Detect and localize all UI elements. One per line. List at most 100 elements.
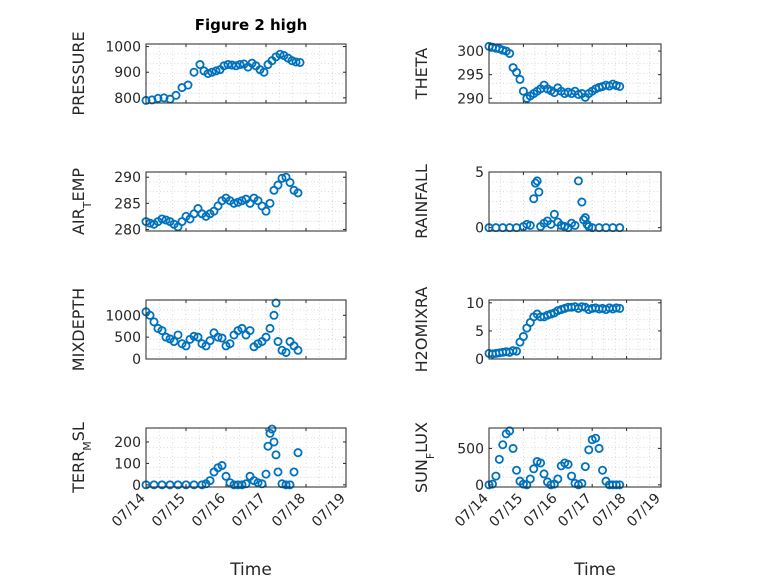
x-axis-label-left: Time <box>229 560 272 580</box>
y-tick-label: 0 <box>475 352 484 368</box>
data-point <box>491 471 501 481</box>
data-point <box>275 49 285 59</box>
data-point <box>205 476 215 486</box>
data-point <box>291 57 301 67</box>
data-point <box>205 336 215 346</box>
data-point <box>229 198 239 208</box>
data-point <box>539 469 549 479</box>
data-point <box>525 474 535 484</box>
y-axis-label: AIRTEMP <box>69 168 94 235</box>
data-point <box>149 317 159 327</box>
data-point <box>265 428 275 438</box>
data-point <box>269 437 279 447</box>
data-point <box>567 471 577 481</box>
data-point <box>237 480 247 490</box>
y-tick-label: 900 <box>114 65 141 81</box>
data-point <box>193 332 203 342</box>
x-axis-label-right: Time <box>573 560 616 580</box>
data-point <box>231 61 241 71</box>
data-point <box>169 337 179 347</box>
data-point <box>273 337 283 347</box>
data-point <box>529 464 539 474</box>
y-tick-label: 285 <box>114 196 141 212</box>
data-point <box>508 346 518 356</box>
data-point <box>512 465 522 475</box>
axes-box <box>488 171 662 232</box>
data-point <box>285 177 295 187</box>
subplot-5: 0 500 1000 MIXDEPTH <box>69 288 347 371</box>
subplot-3: 280 285 290 AIRTEMP <box>69 168 347 238</box>
subplot-4: 0 5 RAINFALL <box>412 164 662 239</box>
data-point <box>615 81 625 91</box>
data-point <box>213 332 223 342</box>
data-point <box>505 426 515 436</box>
y-tick-label: 1000 <box>105 40 141 56</box>
data-point <box>183 80 193 90</box>
data-point <box>277 173 287 183</box>
data-point <box>295 57 305 67</box>
data-point <box>591 433 601 443</box>
data-point <box>594 443 604 453</box>
axes-box <box>145 43 347 104</box>
axes-box <box>488 43 662 104</box>
axes-box <box>488 427 662 488</box>
data-point <box>563 459 573 469</box>
data-point <box>598 465 608 475</box>
data-point <box>573 176 583 186</box>
data-point <box>211 66 221 76</box>
data-point <box>195 60 205 70</box>
data-point <box>577 197 587 207</box>
data-point <box>615 480 625 490</box>
data-point <box>515 74 525 84</box>
y-tick-label: 800 <box>114 91 141 107</box>
data-point <box>273 467 283 477</box>
y-tick-label: 1000 <box>105 308 141 324</box>
data-point <box>529 194 539 204</box>
data-point <box>237 323 247 333</box>
axes-box <box>145 427 347 488</box>
y-tick-label: 0 <box>132 478 141 494</box>
data-point <box>293 188 303 198</box>
axes-box <box>145 299 347 360</box>
data-point <box>159 93 169 103</box>
data-point <box>253 478 263 488</box>
data-point <box>259 67 269 77</box>
data-point <box>225 339 235 349</box>
data-point <box>267 424 277 434</box>
data-point <box>505 48 515 58</box>
data-point <box>271 450 281 460</box>
y-tick-label: 500 <box>457 441 484 457</box>
data-point <box>518 86 528 96</box>
data-point <box>233 480 243 490</box>
data-point <box>235 60 245 70</box>
data-point <box>265 323 275 333</box>
y-tick-label: 10 <box>466 296 484 312</box>
data-point <box>181 341 191 351</box>
y-tick-label: 0 <box>475 478 484 494</box>
y-tick-label: 5 <box>475 165 484 181</box>
y-axis-label: MIXDEPTH <box>69 288 88 371</box>
data-point <box>207 67 217 77</box>
data-point <box>189 331 199 341</box>
y-tick-label: 5 <box>475 324 484 340</box>
figure-title: Figure 2 high <box>195 16 308 34</box>
data-point <box>611 303 621 313</box>
data-point <box>261 206 271 216</box>
data-point <box>217 333 227 343</box>
y-tick-label: 0 <box>132 352 141 368</box>
data-point <box>173 330 183 340</box>
data-point <box>271 298 281 308</box>
y-tick-label: 100 <box>114 456 141 472</box>
data-point <box>549 209 559 219</box>
data-point <box>611 480 621 490</box>
axes-box <box>145 171 347 232</box>
data-point <box>197 480 207 490</box>
data-point <box>534 187 544 197</box>
y-axis-label: THETA <box>412 48 431 100</box>
plot-area <box>146 44 346 103</box>
data-point <box>494 454 504 464</box>
data-point <box>512 67 522 77</box>
data-point <box>293 345 303 355</box>
subplot-2: 290 295 300 THETA <box>412 41 662 107</box>
